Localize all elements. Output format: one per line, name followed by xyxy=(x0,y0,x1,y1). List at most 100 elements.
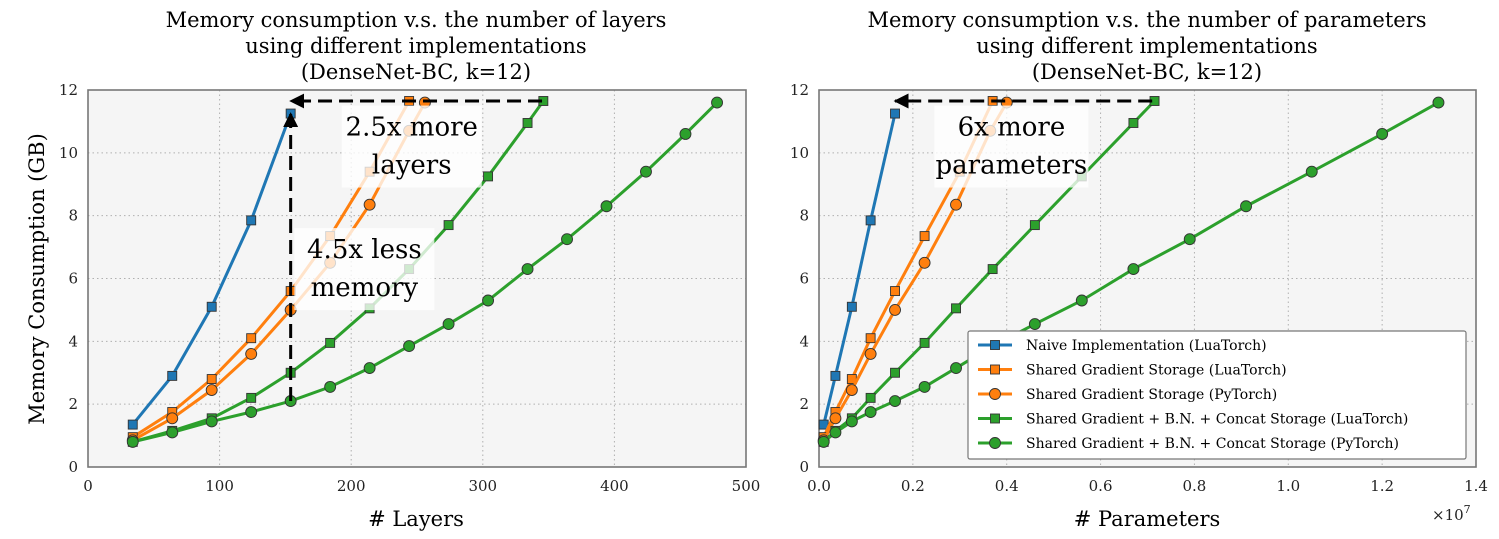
y-tick-label: 0 xyxy=(799,458,809,476)
chart-title-line-2: using different implementations xyxy=(976,34,1317,58)
data-point-circle xyxy=(561,233,573,246)
x-tick-label: 0.8 xyxy=(1182,477,1206,495)
data-point-circle xyxy=(829,412,842,425)
data-point-square xyxy=(325,337,336,348)
legend-marker xyxy=(989,437,1001,449)
data-point-circle xyxy=(1127,263,1140,276)
data-point-circle xyxy=(324,380,337,393)
data-point-square xyxy=(206,301,217,312)
legend-label: Shared Gradient Storage (PyTorch) xyxy=(1026,387,1277,403)
y-tick-label: 12 xyxy=(59,81,78,99)
legend-marker xyxy=(990,413,1000,424)
x-axis-label: # Parameters xyxy=(1074,507,1221,531)
data-point-circle xyxy=(363,198,376,211)
y-tick-label: 4 xyxy=(68,332,78,350)
data-point-square xyxy=(830,370,841,381)
annotation-text: 2.5x more xyxy=(346,113,478,143)
legend-label: Shared Gradient Storage (LuaTorch) xyxy=(1026,363,1287,379)
data-point-circle xyxy=(918,380,931,393)
data-point-circle xyxy=(126,435,139,448)
y-tick-label: 12 xyxy=(790,81,809,99)
data-point-circle xyxy=(1183,233,1196,246)
data-point-circle xyxy=(1305,165,1318,178)
data-point-circle xyxy=(205,384,218,396)
data-point-square xyxy=(919,337,930,348)
data-point-circle xyxy=(845,384,858,396)
x-tick-label: 0.0 xyxy=(807,477,831,495)
y-tick-label: 6 xyxy=(799,270,809,288)
legend-label: Naive Implementation (LuaTorch) xyxy=(1026,338,1267,354)
data-point-circle xyxy=(864,406,877,418)
data-point-square xyxy=(865,215,876,226)
series-line-3 xyxy=(132,100,545,444)
data-point-circle xyxy=(442,318,455,331)
chart-layers: Memory consumption v.s. the number of la… xyxy=(25,8,760,531)
data-point-circle xyxy=(829,426,842,439)
x-tick-label: 1.4 xyxy=(1464,477,1488,495)
data-point-circle xyxy=(889,303,901,316)
annotation-box xyxy=(934,105,1089,188)
data-point-square xyxy=(522,118,533,128)
y-tick-label: 2 xyxy=(799,395,809,413)
chart-title-line-3: (DenseNet-BC, k=12) xyxy=(1032,60,1262,84)
x-axis-scale-label: ×107 xyxy=(1432,503,1471,524)
annotation-box xyxy=(294,228,435,311)
data-point-square xyxy=(1029,220,1040,231)
data-point-circle xyxy=(1432,96,1445,109)
annotation-text: parameters xyxy=(936,151,1088,181)
data-point-circle xyxy=(363,362,376,374)
y-tick-label: 6 xyxy=(68,270,78,288)
x-tick-label: 0.6 xyxy=(1089,477,1113,495)
y-tick-label: 8 xyxy=(68,207,78,225)
data-point-circle xyxy=(889,395,901,407)
data-point-circle xyxy=(1240,200,1253,213)
data-point-circle xyxy=(918,256,931,269)
data-point-circle xyxy=(166,426,179,439)
data-point-circle xyxy=(205,415,218,428)
x-tick-label: 0.4 xyxy=(995,477,1019,495)
plot-frame xyxy=(87,89,747,468)
legend-box xyxy=(967,330,1467,460)
chart-parameters: Memory consumption v.s. the number of pa… xyxy=(790,8,1488,531)
data-point-square xyxy=(890,286,900,297)
x-tick-label: 200 xyxy=(337,477,366,495)
y-tick-label: 10 xyxy=(59,144,78,162)
series-line-4 xyxy=(132,101,719,444)
data-point-circle xyxy=(521,263,534,276)
data-point-circle xyxy=(950,198,962,211)
data-point-square xyxy=(890,367,900,378)
data-point-square xyxy=(167,370,178,381)
data-point-circle xyxy=(640,165,652,178)
x-tick-label: 1.0 xyxy=(1276,477,1300,495)
chart-title-line-2: using different implementations xyxy=(245,34,586,58)
x-tick-label: 300 xyxy=(468,477,497,495)
legend-marker xyxy=(990,340,1000,350)
data-point-square xyxy=(865,392,876,403)
data-point-circle xyxy=(845,415,858,428)
data-point-circle xyxy=(950,362,962,374)
annotation-text: 4.5x less xyxy=(307,235,422,265)
y-tick-label: 8 xyxy=(799,207,809,225)
data-point-circle xyxy=(482,294,495,307)
annotation-box xyxy=(341,105,482,188)
data-point-circle xyxy=(1376,128,1389,140)
data-point-circle xyxy=(1075,294,1088,307)
data-point-circle xyxy=(600,200,613,213)
data-point-square xyxy=(865,333,876,344)
data-point-circle xyxy=(245,347,258,360)
data-point-circle xyxy=(1028,318,1041,331)
x-tick-label: 0 xyxy=(83,477,93,495)
y-tick-label: 2 xyxy=(68,395,78,413)
data-point-square xyxy=(127,419,138,430)
x-tick-label: 500 xyxy=(732,477,761,495)
y-tick-label: 0 xyxy=(68,458,78,476)
chart-title-line-1: Memory consumption v.s. the number of la… xyxy=(166,8,667,32)
data-point-square xyxy=(206,374,217,384)
data-point-circle xyxy=(245,406,258,418)
y-tick-label: 10 xyxy=(790,144,809,162)
data-point-circle xyxy=(679,128,692,140)
y-tick-label: 4 xyxy=(799,332,809,350)
plot-frame xyxy=(818,89,1477,468)
x-tick-label: 100 xyxy=(205,477,234,495)
x-axis-label: # Layers xyxy=(368,507,464,531)
